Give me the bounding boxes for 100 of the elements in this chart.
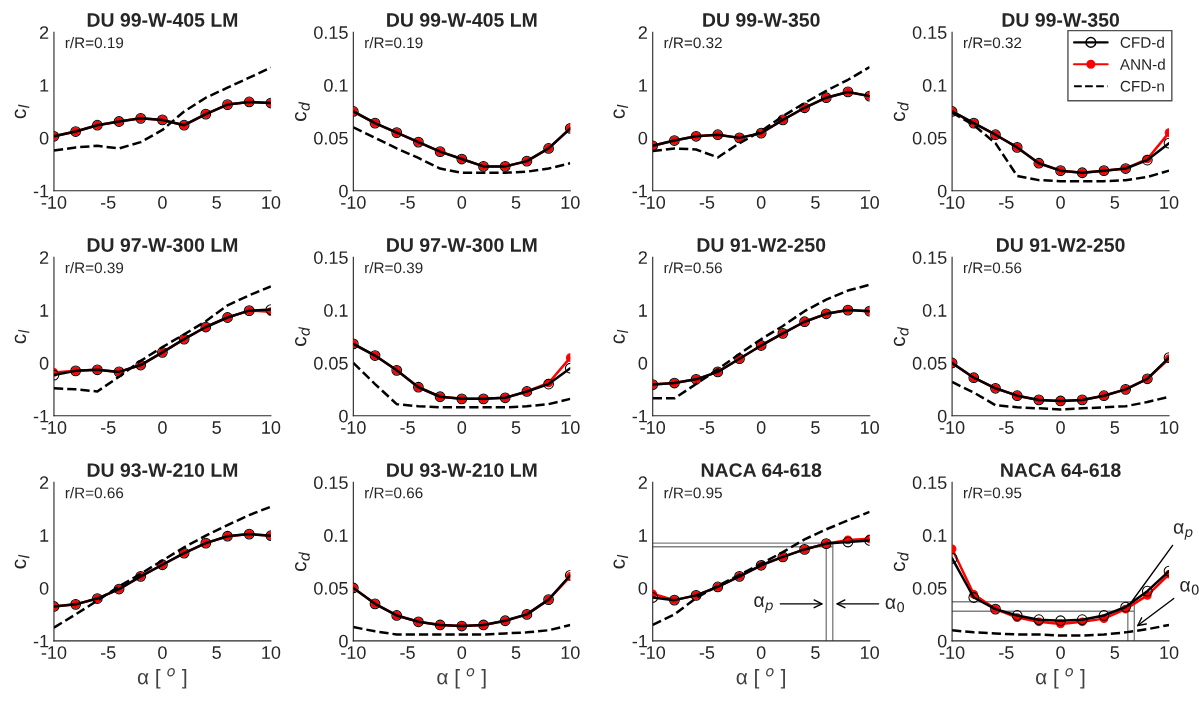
x-tick-label: 10 xyxy=(262,421,281,434)
x-tick-label: 0 xyxy=(756,421,766,434)
x-tick-label: 5 xyxy=(811,196,820,209)
y-axis-title: c$_{d}$ xyxy=(294,551,310,571)
x-tick-label: -10 xyxy=(341,646,366,659)
x-tick-label: -5 xyxy=(400,196,415,209)
x-tick-label: 5 xyxy=(212,421,221,434)
legend-label: CFD-d xyxy=(1120,36,1164,48)
y-axis-title: c$_{d}$ xyxy=(893,551,909,571)
y-tick-label: 0.1 xyxy=(922,78,947,92)
legend-label: ANN-d xyxy=(1119,58,1165,70)
y-tick-label: 2 xyxy=(39,251,49,264)
annotation: r/R=0.56 xyxy=(963,262,1022,274)
annotation: r/R=0.56 xyxy=(664,262,722,274)
chart-title: NACA 64-618 xyxy=(701,463,822,477)
y-axis-title: c$_{l}$ xyxy=(14,329,30,344)
y-tick-label: 2 xyxy=(638,476,647,489)
y-axis-title: c$_{l}$ xyxy=(613,329,629,344)
x-tick-label: 0 xyxy=(158,421,167,434)
x-tick-label: -10 xyxy=(41,646,67,659)
y-tick-label: 1 xyxy=(40,79,49,92)
x-tick-label: -5 xyxy=(699,196,715,209)
annotation: r/R=0.95 xyxy=(664,487,722,499)
x-tick-label: -5 xyxy=(100,646,116,659)
x-tick-label: 10 xyxy=(1160,646,1179,659)
y-tick-label: 0.1 xyxy=(922,529,947,542)
x-tick-label: 0 xyxy=(756,196,766,209)
y-tick-label: 0 xyxy=(39,131,49,145)
y-tick-label: 0.05 xyxy=(314,131,348,145)
y-tick-label: 0 xyxy=(339,634,348,648)
y-tick-label: 0 xyxy=(638,356,648,370)
y-tick-label: 2 xyxy=(39,26,49,39)
x-axis-title: α [ $^{o}$ ] xyxy=(736,668,785,689)
chart-title: DU 99-W-350 xyxy=(1002,13,1119,27)
x-tick-label: 0 xyxy=(457,196,467,209)
x-tick-label: 10 xyxy=(1160,421,1179,434)
x-tick-label: -5 xyxy=(100,421,116,434)
annotation: r/R=0.19 xyxy=(365,36,423,49)
x-axis-title: α [ $^{o}$ ] xyxy=(137,668,187,689)
x-tick-label: -10 xyxy=(640,196,666,209)
x-tick-label: -5 xyxy=(400,421,415,434)
annotation: r/R=0.66 xyxy=(365,487,423,499)
x-tick-label: -5 xyxy=(999,421,1014,434)
x-tick-label: -5 xyxy=(100,196,116,209)
y-tick-label: 0 xyxy=(39,581,49,595)
y-tick-label: 0 xyxy=(339,409,348,423)
x-tick-label: -5 xyxy=(999,196,1014,209)
annotation: α$_{p}$ xyxy=(1173,523,1193,540)
annotation: r/R=0.19 xyxy=(65,36,124,49)
y-tick-label: 0.05 xyxy=(912,581,947,595)
annotation: r/R=0.39 xyxy=(365,262,423,274)
x-tick-label: 5 xyxy=(212,196,221,209)
y-tick-label: 1 xyxy=(639,529,647,542)
y-tick-label: 1 xyxy=(40,529,49,542)
x-tick-label: 5 xyxy=(511,421,521,434)
annotation: r/R=0.32 xyxy=(664,36,722,49)
chart-title: DU 91-W2-250 xyxy=(697,238,826,252)
x-tick-label: 10 xyxy=(262,646,281,659)
y-tick-label: 0 xyxy=(937,634,947,648)
y-axis-title: c$_{l}$ xyxy=(14,104,30,119)
x-tick-label: -10 xyxy=(640,646,666,659)
y-tick-label: 1 xyxy=(639,79,647,92)
y-tick-label: 0.05 xyxy=(912,131,947,145)
x-tick-label: -10 xyxy=(640,421,666,434)
x-axis-title: α [ $^{o}$ ] xyxy=(1036,668,1085,689)
y-tick-label: 0.15 xyxy=(912,251,947,264)
x-tick-label: 5 xyxy=(511,196,521,209)
x-tick-label: 0 xyxy=(457,646,467,659)
y-tick-label: 0.15 xyxy=(912,26,947,39)
y-tick-label: 0.1 xyxy=(324,529,348,542)
annotation: α$_{p}$ xyxy=(754,596,773,613)
chart-title: DU 93-W-210 LM xyxy=(387,463,537,477)
x-tick-label: 0 xyxy=(1056,196,1065,209)
x-tick-label: -5 xyxy=(400,646,415,659)
y-tick-label: 0 xyxy=(937,409,947,423)
chart-title: DU 97-W-300 LM xyxy=(87,238,238,252)
annotation: r/R=0.32 xyxy=(963,36,1022,49)
x-tick-label: 10 xyxy=(860,421,879,434)
y-tick-label: -1 xyxy=(33,409,49,423)
x-tick-label: 0 xyxy=(756,646,766,659)
y-axis-title: c$_{l}$ xyxy=(613,554,629,569)
y-tick-label: 0.1 xyxy=(922,304,947,317)
y-axis-title: c$_{d}$ xyxy=(893,326,909,346)
y-tick-label: 0.15 xyxy=(314,26,348,39)
x-tick-label: 10 xyxy=(1160,196,1179,209)
y-tick-label: 0.15 xyxy=(314,251,348,264)
y-axis-title: c$_{d}$ xyxy=(294,101,310,121)
x-tick-label: -5 xyxy=(699,646,715,659)
x-tick-label: -5 xyxy=(699,421,715,434)
y-tick-label: 0.1 xyxy=(324,78,348,92)
y-tick-label: 0 xyxy=(638,131,648,145)
x-tick-label: 5 xyxy=(511,646,521,659)
x-tick-label: 0 xyxy=(158,646,167,659)
x-tick-label: 10 xyxy=(561,646,580,659)
x-axis-title: α [ $^{o}$ ] xyxy=(437,668,486,689)
annotation: α$_{0}$ xyxy=(1180,581,1199,595)
y-tick-label: 2 xyxy=(638,26,647,39)
x-tick-label: 5 xyxy=(811,646,820,659)
y-tick-label: -1 xyxy=(33,634,49,648)
annotation: r/R=0.66 xyxy=(65,487,124,499)
